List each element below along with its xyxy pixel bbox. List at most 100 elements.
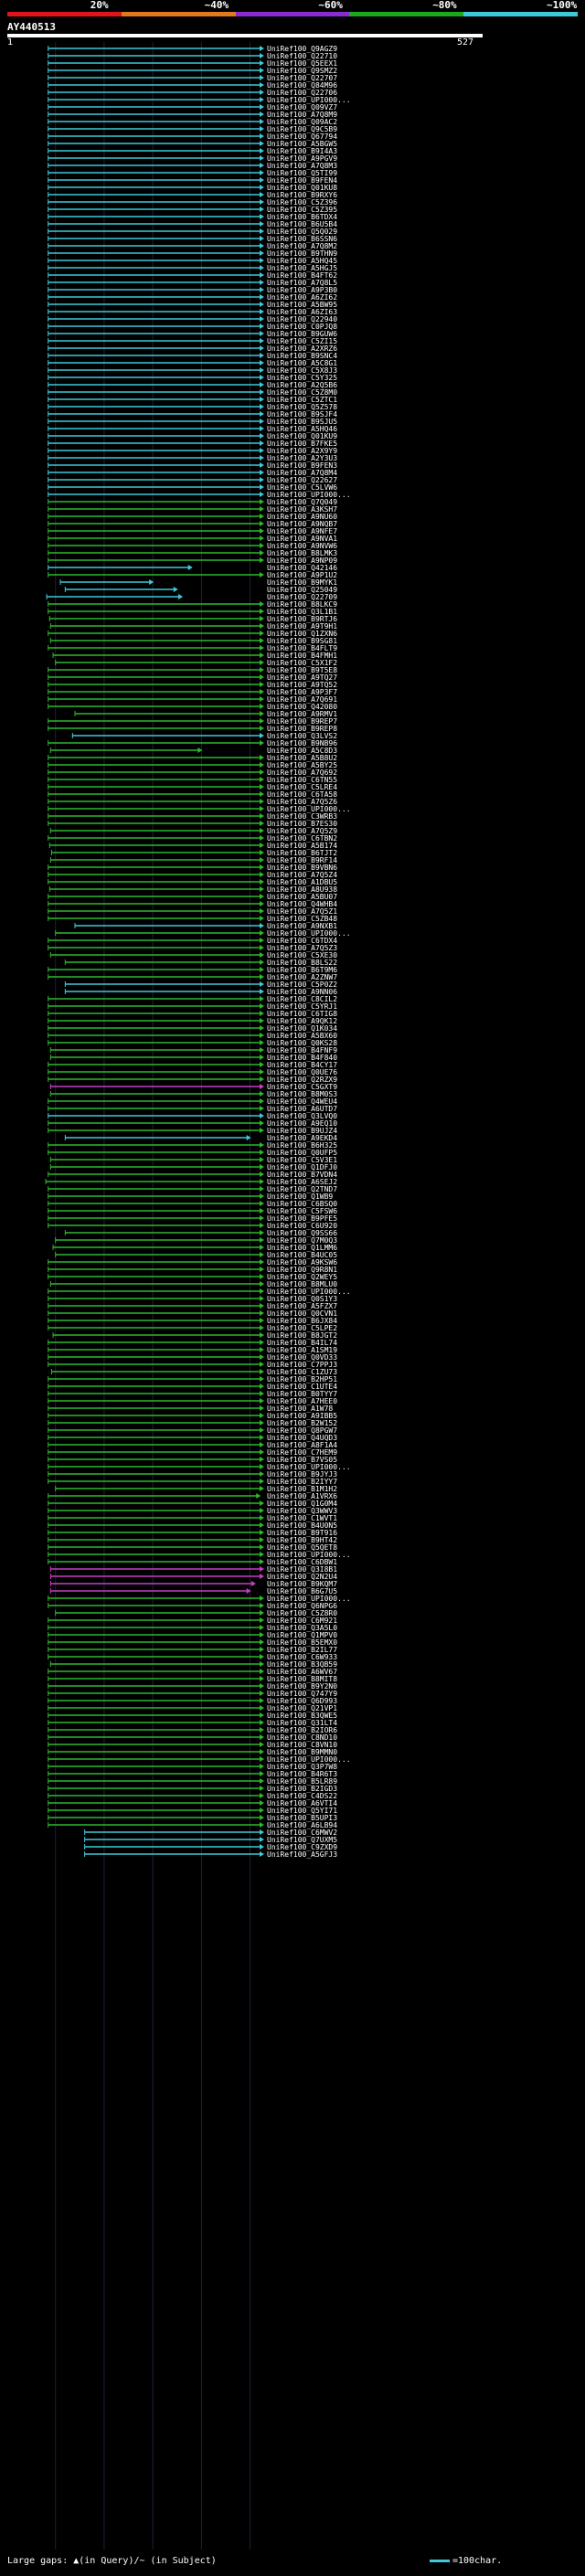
hit-row[interactable]: UniRef100_Q9C5B9	[48, 125, 338, 133]
hit-row[interactable]: UniRef100_C7HEM9	[48, 1448, 338, 1457]
hit-label[interactable]: UniRef100_B8JGT2	[267, 1331, 337, 1340]
hit-row[interactable]: UniRef100_B7ES30	[48, 820, 338, 828]
hit-label[interactable]: UniRef100_B4FNF9	[267, 1046, 337, 1055]
hit-label[interactable]: UniRef100_UPI000...	[267, 1288, 351, 1296]
hit-label[interactable]: UniRef100_B2IGD3	[267, 1785, 337, 1793]
hit-row[interactable]: UniRef100_Q5QET8	[48, 1543, 338, 1552]
hit-label[interactable]: UniRef100_A6ZI63	[267, 308, 337, 316]
hit-row[interactable]: UniRef100_B8LS22	[64, 959, 337, 967]
hit-row[interactable]: UniRef100_UPI000...	[48, 96, 351, 104]
hit-row[interactable]: UniRef100_Q9SS66	[64, 1229, 337, 1237]
hit-label[interactable]: UniRef100_A8F1A4	[267, 1441, 337, 1449]
hit-row[interactable]: UniRef100_A9PGV9	[48, 154, 338, 163]
hit-label[interactable]: UniRef100_Q1K034	[267, 1024, 337, 1033]
hit-row[interactable]: UniRef100_Q01KU9	[48, 432, 338, 440]
hit-row[interactable]: UniRef100_C5Y325	[48, 374, 338, 382]
hit-label[interactable]: UniRef100_Q3LVQ0	[267, 1112, 337, 1120]
hit-label[interactable]: UniRef100_C5LVW6	[267, 483, 337, 492]
hit-row[interactable]: UniRef100_Q22707	[48, 74, 338, 82]
hit-label[interactable]: UniRef100_Q01KU8	[267, 184, 337, 192]
hit-row[interactable]: UniRef100_B2HP51	[48, 1375, 338, 1383]
hit-row[interactable]: UniRef100_A7Q691	[48, 695, 338, 704]
hit-row[interactable]: UniRef100_Q3L1B1	[48, 608, 338, 616]
hit-label[interactable]: UniRef100_Q6D993	[267, 1697, 337, 1705]
hit-row[interactable]: UniRef100_A5BX60	[48, 1032, 338, 1040]
hit-row[interactable]: UniRef100_A9EQ10	[48, 1119, 338, 1128]
hit-row[interactable]: UniRef100_B9GUW6	[48, 330, 338, 338]
hit-label[interactable]: UniRef100_Q9C5B9	[267, 125, 337, 133]
hit-label[interactable]: UniRef100_Q7M0Q3	[267, 1236, 337, 1245]
hit-label[interactable]: UniRef100_A1VRX6	[267, 1492, 337, 1500]
hit-row[interactable]: UniRef100_C5ZI15	[48, 337, 338, 345]
hit-label[interactable]: UniRef100_B7VS05	[267, 1456, 337, 1464]
hit-row[interactable]: UniRef100_B2IL77	[48, 1646, 338, 1654]
hit-label[interactable]: UniRef100_B8LKC9	[267, 600, 337, 609]
hit-label[interactable]: UniRef100_Q9SMZ2	[267, 67, 337, 75]
hit-label[interactable]: UniRef100_A7Q691	[267, 695, 337, 704]
hit-row[interactable]: UniRef100_A7Q8M4	[48, 469, 338, 477]
hit-row[interactable]: UniRef100_A9TQ52	[48, 681, 338, 689]
hit-row[interactable]: UniRef100_A3KSH7	[48, 505, 338, 514]
hit-row[interactable]: UniRef100_C6TBN2	[48, 834, 338, 843]
hit-label[interactable]: UniRef100_Q7UXM5	[267, 1836, 337, 1844]
hit-row[interactable]: UniRef100_B4F840	[49, 1054, 337, 1062]
hit-row[interactable]: UniRef100_Q3P7W8	[48, 1763, 338, 1771]
hit-row[interactable]: UniRef100_Q2RZX9	[48, 1076, 338, 1084]
hit-row[interactable]: UniRef100_Q42146	[48, 564, 338, 572]
hit-label[interactable]: UniRef100_C5XE30	[267, 951, 337, 959]
hit-row[interactable]: UniRef100_B4FNF9	[49, 1046, 337, 1055]
hit-label[interactable]: UniRef100_A9P3B0	[267, 286, 337, 294]
hit-row[interactable]: UniRef100_B9FEN3	[48, 461, 338, 470]
hit-row[interactable]: UniRef100_A6SEJ2	[45, 1178, 337, 1186]
hit-label[interactable]: UniRef100_B8LS22	[267, 959, 337, 967]
hit-row[interactable]: UniRef100_Q9AGZ9	[48, 45, 338, 53]
hit-row[interactable]: UniRef100_B6TJT2	[50, 849, 337, 857]
hit-row[interactable]: UniRef100_B6JX84	[48, 1317, 338, 1325]
hit-row[interactable]: UniRef100_C8CIL2	[48, 995, 338, 1003]
hit-row[interactable]: UniRef100_A6UTD7	[48, 1105, 338, 1113]
hit-row[interactable]: UniRef100_Q6D993	[48, 1697, 338, 1705]
hit-row[interactable]: UniRef100_B8M0S3	[49, 1090, 337, 1098]
hit-row[interactable]: UniRef100_B9I4A3	[48, 147, 338, 155]
hit-row[interactable]: UniRef100_A7Q692	[48, 769, 338, 777]
hit-row[interactable]: UniRef100_Q0UFP5	[48, 1149, 338, 1157]
hit-row[interactable]: UniRef100_Q9R8N1	[48, 1266, 338, 1274]
hit-row[interactable]: UniRef100_Q2N2U4	[49, 1573, 337, 1581]
hit-row[interactable]: UniRef100_A7Q5Z1	[48, 907, 338, 916]
hit-label[interactable]: UniRef100_A5B174	[267, 842, 337, 850]
hit-row[interactable]: UniRef100_B5LR89	[48, 1777, 338, 1786]
hit-row[interactable]: UniRef100_C5X8J3	[48, 366, 338, 375]
hit-label[interactable]: UniRef100_A7Q8M4	[267, 469, 337, 477]
hit-row[interactable]: UniRef100_B9MYK1	[59, 578, 337, 587]
hit-row[interactable]: UniRef100_B4FMH1	[52, 652, 337, 660]
hit-row[interactable]: UniRef100_B9UJZ4	[48, 1127, 338, 1135]
hit-label[interactable]: UniRef100_Q3LVS2	[267, 732, 337, 740]
hit-label[interactable]: UniRef100_A7Q5Z3	[267, 944, 337, 952]
hit-row[interactable]: UniRef100_Q22709	[46, 593, 337, 601]
hit-row[interactable]: UniRef100_C6M921	[48, 1617, 338, 1625]
hit-row[interactable]: UniRef100_A7Q5Z3	[48, 944, 338, 952]
hit-label[interactable]: UniRef100_B5EMX0	[267, 1638, 337, 1647]
hit-label[interactable]: UniRef100_A9TQ27	[267, 673, 337, 682]
hit-row[interactable]: UniRef100_Q5Q029	[48, 228, 338, 236]
hit-label[interactable]: UniRef100_UPI000...	[267, 1755, 351, 1764]
hit-row[interactable]: UniRef100_B6TDX4	[48, 213, 338, 221]
hit-row[interactable]: UniRef100_Q22627	[48, 476, 338, 484]
hit-row[interactable]: UniRef100_A6VTI4	[48, 1799, 338, 1807]
hit-row[interactable]: UniRef100_C0PJQ8	[48, 323, 338, 331]
hit-row[interactable]: UniRef100_B4UC05	[55, 1251, 338, 1259]
hit-label[interactable]: UniRef100_A9RMV1	[267, 710, 337, 718]
hit-row[interactable]: UniRef100_A9NP09	[48, 557, 338, 565]
hit-label[interactable]: UniRef100_B9THN9	[267, 249, 337, 258]
hit-label[interactable]: UniRef100_A7Q8M9	[267, 111, 337, 119]
hit-label[interactable]: UniRef100_A2XRZ6	[267, 345, 337, 353]
hit-row[interactable]: UniRef100_B8LKC9	[48, 600, 338, 609]
hit-row[interactable]: UniRef100_Q7M0Q3	[55, 1236, 338, 1245]
hit-label[interactable]: UniRef100_Q0UFP5	[267, 1149, 337, 1157]
hit-label[interactable]: UniRef100_A9NN06	[267, 988, 337, 996]
hit-label[interactable]: UniRef100_A9NQB7	[267, 520, 337, 528]
hit-row[interactable]: UniRef100_A2ZNW7	[48, 973, 338, 981]
hit-label[interactable]: UniRef100_B8LMK3	[267, 549, 337, 557]
hit-label[interactable]: UniRef100_B4UC05	[267, 1251, 337, 1259]
hit-row[interactable]: UniRef100_A7Q5Z4	[48, 871, 338, 879]
